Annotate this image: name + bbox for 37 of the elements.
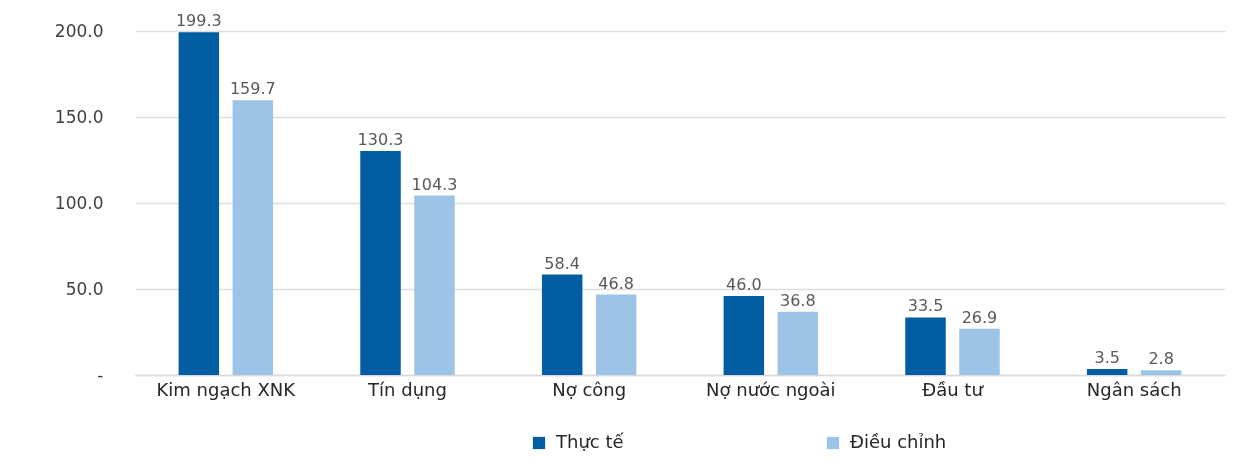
bar — [414, 195, 455, 375]
data-label: 46.0 — [726, 274, 762, 294]
y-tick-label: 150.0 — [54, 106, 104, 127]
x-tick-label: Đầu tư — [922, 378, 985, 400]
data-label: 33.5 — [907, 296, 944, 316]
legend-label: Điều chỉnh — [850, 431, 947, 452]
y-tick-label: - — [97, 364, 104, 385]
x-tick-label: Kim ngạch XNK — [156, 378, 297, 400]
bar — [905, 317, 946, 375]
y-tick-label: 200.0 — [54, 20, 104, 41]
bar — [595, 294, 637, 375]
data-label: 104.3 — [411, 174, 458, 194]
bar — [1140, 370, 1182, 375]
y-tick-label: 50.0 — [65, 278, 104, 299]
data-label: 159.7 — [229, 79, 276, 99]
data-label: 26.9 — [961, 307, 998, 327]
data-label: 199.3 — [175, 11, 222, 31]
bar — [232, 100, 274, 375]
bar — [723, 295, 765, 375]
data-label: 3.5 — [1094, 347, 1120, 367]
data-label: 130.3 — [357, 129, 404, 149]
bar — [178, 32, 220, 375]
bar — [360, 150, 401, 375]
legend-label: Thực tế — [555, 431, 625, 452]
bar — [959, 328, 1000, 375]
bar — [541, 274, 583, 375]
data-label: 58.4 — [544, 253, 580, 273]
x-tick-label: Nợ nước ngoài — [706, 378, 836, 400]
data-label: 46.8 — [598, 273, 634, 293]
bar — [777, 311, 819, 375]
data-label: 2.8 — [1148, 349, 1174, 369]
x-tick-label: Nợ công — [552, 378, 627, 400]
bar — [1086, 368, 1128, 375]
x-tick-label: Ngân sách — [1086, 378, 1182, 400]
x-tick-label: Tín dụng — [367, 378, 447, 400]
y-tick-label: 100.0 — [54, 192, 104, 213]
data-label: 36.8 — [780, 290, 816, 310]
